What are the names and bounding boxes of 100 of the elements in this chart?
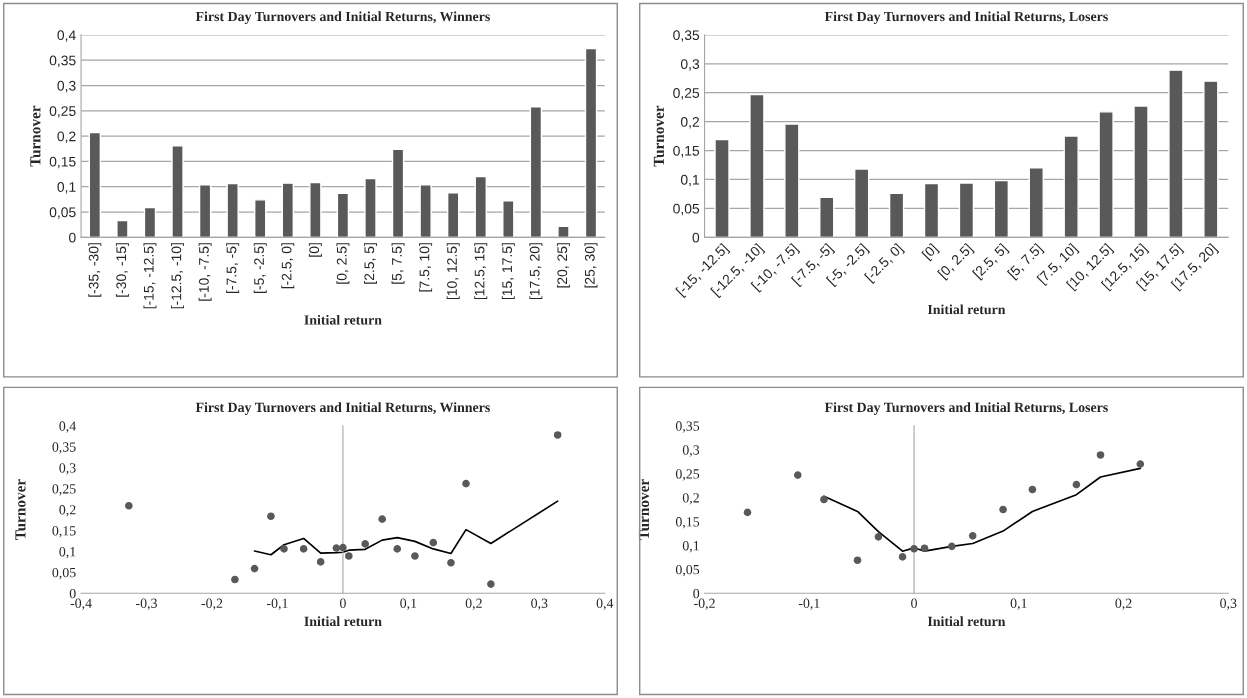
x-tick-label: [17.5, 20] bbox=[529, 243, 543, 300]
x-tick-label: [0, 2.5] bbox=[336, 243, 350, 284]
x-tick-label: [-10, -7.5] bbox=[198, 243, 212, 301]
y-tick-label: 0,3 bbox=[680, 59, 700, 71]
x-tick-label: 0,4 bbox=[596, 598, 614, 610]
y-tick-label: 0 bbox=[69, 232, 76, 243]
point bbox=[267, 512, 275, 521]
x-tick-label: 0,2 bbox=[1115, 598, 1132, 610]
bar bbox=[364, 177, 377, 238]
bar bbox=[198, 183, 212, 238]
bar bbox=[993, 179, 1010, 238]
x-tick-label: [10, 12.5] bbox=[446, 243, 460, 300]
bar bbox=[784, 123, 800, 238]
y-tick-label: 0,15 bbox=[49, 156, 76, 169]
bar bbox=[281, 182, 295, 238]
x-tick-label: -0,1 bbox=[798, 598, 820, 610]
point bbox=[947, 542, 956, 551]
point bbox=[820, 495, 828, 504]
bar bbox=[419, 183, 432, 238]
y-tick-label: 0,4 bbox=[59, 421, 76, 433]
point bbox=[1096, 451, 1105, 459]
x-tick-label: [7.5, 10] bbox=[419, 243, 433, 292]
y-tick-label: 0,3 bbox=[59, 463, 76, 475]
point bbox=[339, 543, 347, 552]
y-axis-title: Turnover bbox=[638, 479, 650, 541]
y-tick-label: 0 bbox=[693, 588, 700, 599]
bar bbox=[923, 182, 940, 238]
bar bbox=[391, 148, 405, 238]
x-tick-label: -0,1 bbox=[266, 598, 288, 610]
y-axis-title: Turnover bbox=[653, 105, 665, 167]
x-tick-label: [15, 17.5] bbox=[501, 243, 515, 300]
y-tick-label: 0,35 bbox=[673, 30, 700, 42]
y-tick-label: 0,2 bbox=[682, 493, 699, 505]
x-tick-label: -0,2 bbox=[201, 598, 223, 610]
point bbox=[299, 545, 308, 553]
y-tick-label: 0,1 bbox=[59, 547, 76, 559]
y-tick-label: 0,05 bbox=[49, 207, 76, 219]
x-tick-label: [5, 7.5] bbox=[391, 243, 405, 284]
point bbox=[231, 575, 239, 584]
point bbox=[920, 544, 929, 553]
x-tick-label: 0,2 bbox=[465, 598, 482, 610]
y-tick-label: 0,05 bbox=[52, 567, 76, 580]
point bbox=[1136, 460, 1145, 468]
bar bbox=[143, 206, 157, 238]
bar bbox=[226, 182, 239, 238]
bar bbox=[1168, 69, 1184, 238]
point bbox=[378, 515, 387, 523]
bar bbox=[336, 192, 350, 238]
y-tick-label: 0,25 bbox=[52, 484, 76, 496]
point bbox=[429, 538, 438, 547]
point bbox=[447, 558, 455, 567]
x-axis-title: Initial return bbox=[927, 616, 1006, 627]
bar bbox=[1133, 105, 1149, 238]
x-tick-label: -0,4 bbox=[70, 598, 92, 610]
bar bbox=[1098, 111, 1114, 238]
y-tick-label: 0,1 bbox=[57, 182, 76, 194]
point bbox=[743, 508, 752, 517]
x-tick-label: [-30, -15] bbox=[115, 243, 129, 297]
point bbox=[1028, 485, 1037, 494]
x-tick-label: [-2.5, 0] bbox=[281, 243, 295, 289]
y-tick-label: 0,4 bbox=[57, 30, 76, 42]
point bbox=[853, 556, 862, 565]
bar bbox=[819, 196, 835, 238]
bar bbox=[474, 175, 487, 238]
x-tick-label: 0 bbox=[339, 598, 346, 608]
y-tick-label: 0,35 bbox=[675, 421, 700, 433]
bar bbox=[888, 192, 905, 238]
y-tick-label: 0,15 bbox=[673, 145, 700, 158]
bar bbox=[958, 182, 975, 238]
bar bbox=[88, 131, 102, 238]
point bbox=[553, 431, 562, 439]
x-tick-label: 0,3 bbox=[531, 598, 548, 610]
point bbox=[250, 564, 259, 573]
point bbox=[968, 532, 977, 540]
bar bbox=[1028, 167, 1044, 238]
bar bbox=[749, 93, 765, 238]
y-tick-label: 0,3 bbox=[682, 445, 700, 457]
bar bbox=[714, 138, 730, 238]
x-axis-title: Initial return bbox=[304, 314, 382, 325]
y-tick-label: 0,05 bbox=[673, 203, 700, 216]
y-tick-label: 0,05 bbox=[675, 564, 700, 577]
x-tick-label: [0] bbox=[308, 243, 322, 257]
bar bbox=[116, 219, 129, 238]
y-tick-label: 0,2 bbox=[680, 116, 699, 129]
x-tick-label: -0,3 bbox=[136, 598, 157, 610]
point bbox=[345, 552, 353, 560]
point bbox=[793, 471, 802, 479]
point bbox=[125, 501, 133, 510]
bar bbox=[254, 199, 267, 238]
x-tick-label: 0,1 bbox=[400, 598, 417, 610]
x-tick-label: [-7.5, -5] bbox=[226, 243, 240, 293]
chart-title: First Day Turnovers and Initial Returns, Winners bbox=[195, 11, 490, 25]
y-tick-label: 0,1 bbox=[682, 541, 699, 553]
point bbox=[910, 544, 918, 553]
bar bbox=[584, 47, 598, 238]
point bbox=[1072, 480, 1081, 489]
bar bbox=[446, 192, 460, 238]
point bbox=[874, 533, 883, 541]
point bbox=[411, 552, 419, 560]
x-tick-label: [12.5, 15] bbox=[474, 243, 488, 300]
